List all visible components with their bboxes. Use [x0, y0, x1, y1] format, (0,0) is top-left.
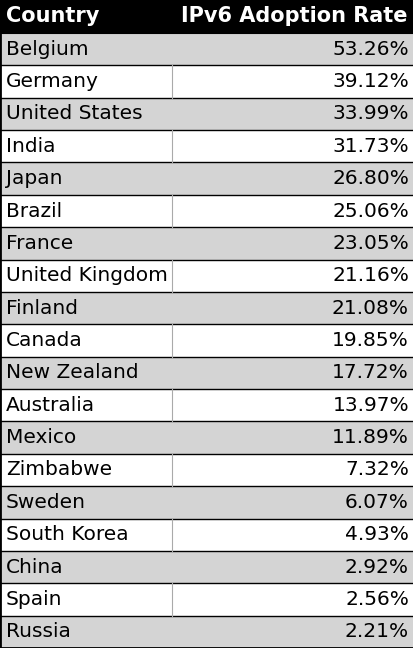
Text: 6.07%: 6.07%	[344, 493, 408, 512]
Bar	[0, 195, 413, 227]
Bar	[0, 292, 413, 324]
Text: 33.99%: 33.99%	[332, 104, 408, 123]
Bar	[0, 324, 413, 356]
Bar	[0, 389, 413, 421]
Bar	[0, 518, 413, 551]
Bar	[0, 163, 413, 195]
Text: Zimbabwe: Zimbabwe	[6, 461, 112, 480]
Text: Australia: Australia	[6, 396, 95, 415]
Text: 31.73%: 31.73%	[332, 137, 408, 156]
Text: 13.97%: 13.97%	[332, 396, 408, 415]
Text: 39.12%: 39.12%	[332, 72, 408, 91]
Text: Country: Country	[6, 6, 99, 27]
Bar	[0, 421, 413, 454]
Bar	[0, 616, 413, 648]
Text: 21.16%: 21.16%	[331, 266, 408, 285]
Bar	[0, 227, 413, 260]
Text: 26.80%: 26.80%	[331, 169, 408, 188]
Text: Mexico: Mexico	[6, 428, 76, 447]
Text: IPv6 Adoption Rate: IPv6 Adoption Rate	[181, 6, 407, 27]
Bar	[0, 33, 413, 65]
Text: 21.08%: 21.08%	[331, 299, 408, 318]
Text: 25.06%: 25.06%	[332, 202, 408, 220]
Text: United Kingdom: United Kingdom	[6, 266, 167, 285]
Text: 23.05%: 23.05%	[332, 234, 408, 253]
Text: Brazil: Brazil	[6, 202, 62, 220]
Text: South Korea: South Korea	[6, 526, 128, 544]
Text: Finland: Finland	[6, 299, 78, 318]
Text: 53.26%: 53.26%	[332, 40, 408, 59]
Bar	[0, 356, 413, 389]
Text: United States: United States	[6, 104, 142, 123]
Text: 4.93%: 4.93%	[344, 526, 408, 544]
Text: France: France	[6, 234, 73, 253]
Text: Belgium: Belgium	[6, 40, 88, 59]
Bar	[0, 98, 413, 130]
Text: 19.85%: 19.85%	[332, 331, 408, 350]
Text: 7.32%: 7.32%	[344, 461, 408, 480]
Text: Russia: Russia	[6, 622, 71, 642]
Text: 2.56%: 2.56%	[344, 590, 408, 609]
Text: 11.89%: 11.89%	[331, 428, 408, 447]
Text: Canada: Canada	[6, 331, 83, 350]
Text: Sweden: Sweden	[6, 493, 86, 512]
Bar	[0, 454, 413, 486]
Bar	[0, 486, 413, 518]
Bar	[0, 583, 413, 616]
Bar	[0, 130, 413, 163]
Bar	[0, 551, 413, 583]
Text: China: China	[6, 557, 64, 577]
Text: Spain: Spain	[6, 590, 62, 609]
Text: 17.72%: 17.72%	[332, 364, 408, 382]
Text: 2.21%: 2.21%	[344, 622, 408, 642]
Bar	[0, 260, 413, 292]
Text: New Zealand: New Zealand	[6, 364, 138, 382]
Bar	[0, 0, 413, 33]
Text: Japan: Japan	[6, 169, 62, 188]
Bar	[0, 65, 413, 98]
Text: 2.92%: 2.92%	[344, 557, 408, 577]
Text: Germany: Germany	[6, 72, 99, 91]
Text: India: India	[6, 137, 55, 156]
